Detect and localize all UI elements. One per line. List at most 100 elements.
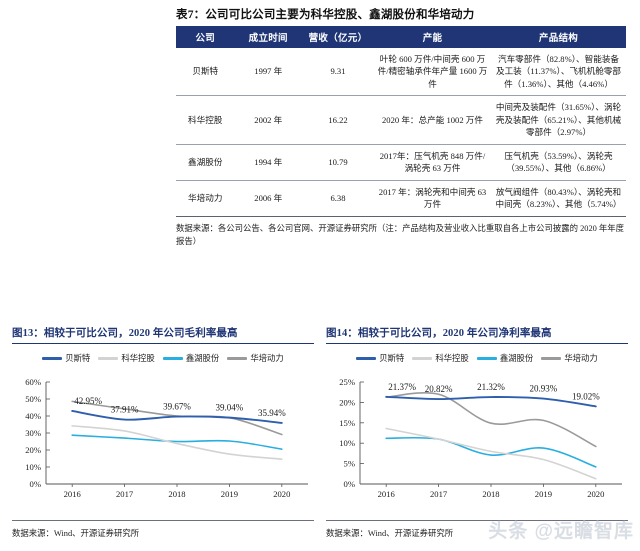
- cell-capacity: 2017年：压气机壳 848 万件/涡轮壳 63 万件: [374, 144, 491, 181]
- svg-text:50%: 50%: [25, 394, 41, 404]
- table-row: 贝斯特 1997 年 9.31 叶轮 600 万件/中间壳 600 万件/精密轴…: [176, 48, 626, 97]
- cell-capacity: 2017 年：涡轮壳和中间壳 63 万件: [374, 180, 491, 217]
- svg-text:19.02%: 19.02%: [572, 392, 600, 402]
- cell-founded: 1997 年: [234, 48, 302, 97]
- svg-text:40%: 40%: [25, 411, 41, 421]
- col-header-revenue: 营收（亿元）: [302, 26, 374, 48]
- legend-item-xinhu: 鑫湖股份: [476, 352, 534, 364]
- svg-text:37.91%: 37.91%: [111, 405, 139, 415]
- svg-text:21.32%: 21.32%: [477, 382, 505, 392]
- legend-label-huapei: 华培动力: [250, 354, 284, 364]
- figure-14-panel: 图14：相较于可比公司，2020 年公司净利率最高 贝斯特 科华控股 鑫湖股份 …: [326, 325, 628, 543]
- svg-text:21.37%: 21.37%: [388, 382, 416, 392]
- legend-item-kehua: 科华控股: [412, 352, 469, 364]
- figure-13-title: 图13：相较于可比公司，2020 年公司毛利率最高: [12, 328, 238, 339]
- svg-text:0%: 0%: [344, 479, 355, 489]
- figure-13-plot: 0% 10% 20% 30% 40% 50% 60% 2016 2017 2018 2019 2020…: [12, 368, 314, 502]
- legend-swatch-beste: [42, 357, 63, 360]
- figure-14-svg: 0% 5% 10% 15% 20% 25% 2016 2017 2018 2019 2020 21.3…: [339, 377, 622, 499]
- figure-14-title: 图14：相较于可比公司，2020 年公司净利率最高: [326, 328, 552, 339]
- legend-label-xinhu: 鑫湖股份: [499, 354, 534, 364]
- legend-swatch-xinhu: [162, 357, 183, 360]
- cell-product-mix: 压气机壳（53.59%）、涡轮壳（39.55%）、其他（6.86%）: [491, 144, 626, 181]
- svg-text:15%: 15%: [339, 418, 355, 428]
- figure-14-plot: 0% 5% 10% 15% 20% 25% 2016 2017 2018 2019 2020 21.3…: [326, 368, 628, 502]
- legend-label-beste: 贝斯特: [65, 354, 91, 364]
- svg-text:2016: 2016: [64, 489, 82, 499]
- svg-text:25%: 25%: [339, 377, 355, 387]
- svg-text:30%: 30%: [25, 428, 41, 438]
- figure-13-panel: 图13：相较于可比公司，2020 年公司毛利率最高 贝斯特 科华控股 鑫湖股份 …: [12, 325, 314, 543]
- legend-item-huapei: 华培动力: [541, 352, 598, 364]
- col-header-founded: 成立时间: [234, 26, 302, 48]
- svg-text:2019: 2019: [535, 489, 552, 499]
- figure-13-svg: 0% 10% 20% 30% 40% 50% 60% 2016 2017 2018 2019 2020…: [25, 377, 308, 499]
- legend-swatch-kehua: [412, 357, 433, 360]
- legend-swatch-kehua: [98, 357, 119, 360]
- legend-label-xinhu: 鑫湖股份: [185, 354, 220, 364]
- svg-text:2019: 2019: [221, 489, 238, 499]
- cell-product-mix: 汽车零部件（82.8%）、智能装备及工装（11.37%）、飞机机舱零部件（1.3…: [491, 48, 626, 97]
- legend-item-beste: 贝斯特: [356, 352, 404, 364]
- col-header-capacity: 产能: [374, 26, 491, 48]
- table-7-block: 表7：公司可比公司主要为科华控股、鑫湖股份和华培动力 公司 成立时间 营收（亿元…: [176, 6, 626, 248]
- svg-text:20%: 20%: [25, 445, 41, 455]
- svg-text:2016: 2016: [378, 489, 396, 499]
- cell-founded: 1994 年: [234, 144, 302, 181]
- cell-founded: 2002 年: [234, 95, 302, 145]
- cell-capacity: 叶轮 600 万件/中间壳 600 万件/精密轴承件年产量 1600 万件: [374, 48, 491, 97]
- cell-revenue: 6.38: [302, 180, 374, 217]
- legend-swatch-beste: [356, 357, 377, 360]
- svg-text:2017: 2017: [116, 489, 134, 499]
- cell-founded: 2006 年: [234, 180, 302, 217]
- cell-product-mix: 中间壳及装配件（31.65%）、涡轮壳及装配件（65.21%）、其他机械零部件（…: [491, 95, 626, 145]
- svg-text:35.94%: 35.94%: [258, 408, 286, 418]
- figure-13-legend: 贝斯特 科华控股 鑫湖股份 华培动力: [12, 352, 314, 364]
- legend-label-kehua: 科华控股: [121, 354, 155, 364]
- svg-text:42.95%: 42.95%: [74, 396, 102, 406]
- col-header-company: 公司: [176, 26, 235, 48]
- svg-text:39.67%: 39.67%: [163, 402, 191, 412]
- table-row: 华培动力 2006 年 6.38 2017 年：涡轮壳和中间壳 63 万件 放气…: [176, 180, 626, 217]
- figure-13-footer-rule: [12, 520, 314, 521]
- table-row: 科华控股 2002 年 16.22 2020 年：总产能 1002 万件 中间壳…: [176, 95, 626, 145]
- svg-text:60%: 60%: [25, 377, 41, 387]
- svg-text:10%: 10%: [25, 462, 41, 472]
- svg-text:20.82%: 20.82%: [425, 384, 453, 394]
- col-header-product-mix: 产品结构: [491, 26, 626, 48]
- figure-14-footer-rule: [326, 520, 628, 521]
- comparable-companies-table: 公司 成立时间 营收（亿元） 产能 产品结构 贝斯特 1997 年 9.31 叶…: [176, 26, 626, 217]
- svg-text:2017: 2017: [430, 489, 448, 499]
- cell-company: 华培动力: [176, 180, 235, 217]
- svg-text:2018: 2018: [168, 489, 185, 499]
- legend-item-kehua: 科华控股: [98, 352, 155, 364]
- svg-text:39.04%: 39.04%: [216, 403, 244, 413]
- legend-label-beste: 贝斯特: [379, 354, 405, 364]
- svg-text:20.93%: 20.93%: [530, 384, 558, 394]
- cell-revenue: 9.31: [302, 48, 374, 97]
- cell-company: 鑫湖股份: [176, 144, 235, 181]
- figure-14-title-rule: [326, 343, 628, 345]
- cell-capacity: 2020 年：总产能 1002 万件: [374, 95, 491, 145]
- figure-14-source: 数据来源：Wind、开源证券研究所: [326, 529, 454, 538]
- legend-label-kehua: 科华控股: [435, 354, 469, 364]
- svg-text:2018: 2018: [482, 489, 499, 499]
- cell-revenue: 16.22: [302, 95, 374, 145]
- figure-13-source: 数据来源：Wind、开源证券研究所: [12, 529, 140, 538]
- svg-text:2020: 2020: [273, 489, 290, 499]
- svg-text:0%: 0%: [30, 479, 41, 489]
- legend-label-huapei: 华培动力: [564, 354, 598, 364]
- table-row: 鑫湖股份 1994 年 10.79 2017年：压气机壳 848 万件/涡轮壳 …: [176, 144, 626, 181]
- table-title: 表7：公司可比公司主要为科华控股、鑫湖股份和华培动力: [176, 9, 475, 21]
- legend-item-huapei: 华培动力: [227, 352, 284, 364]
- table-header-row: 公司 成立时间 营收（亿元） 产能 产品结构: [176, 26, 626, 48]
- figure-14-legend: 贝斯特 科华控股 鑫湖股份 华培动力: [326, 352, 628, 364]
- figure-13-title-rule: [12, 343, 314, 345]
- cell-company: 科华控股: [176, 95, 235, 145]
- svg-text:20%: 20%: [339, 398, 355, 408]
- legend-swatch-xinhu: [476, 357, 497, 360]
- svg-text:5%: 5%: [344, 459, 355, 469]
- cell-company: 贝斯特: [176, 48, 235, 97]
- table-source-note: 数据来源：各公司公告、各公司官网、开源证券研究所（注：产品结构及营业收入比重取自…: [176, 223, 625, 246]
- legend-swatch-huapei: [541, 357, 562, 360]
